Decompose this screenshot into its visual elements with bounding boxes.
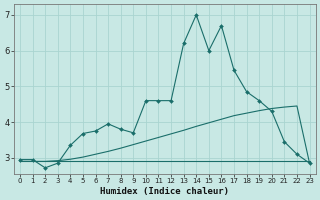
X-axis label: Humidex (Indice chaleur): Humidex (Indice chaleur) (100, 187, 229, 196)
